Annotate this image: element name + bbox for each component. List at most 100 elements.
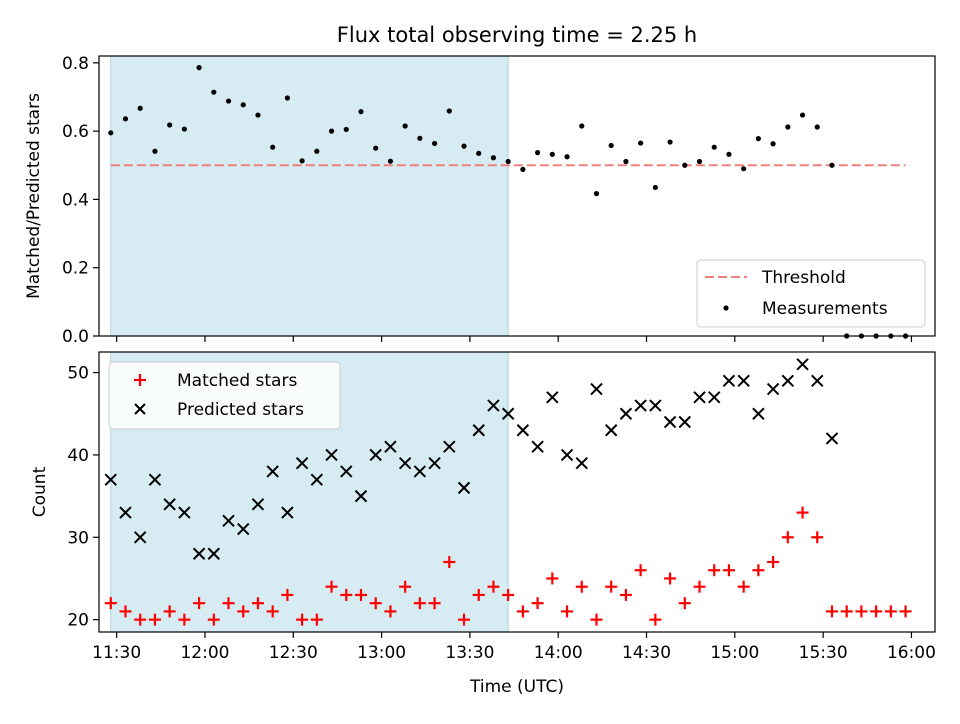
ratio-y-tick-label: 0.2 <box>62 259 89 279</box>
matched-point <box>207 613 220 626</box>
predicted-point-b <box>590 382 603 396</box>
ratio-x-ticks <box>116 336 913 342</box>
predicted-point <box>531 440 544 453</box>
matched-point <box>310 613 323 626</box>
matched-point <box>825 605 838 618</box>
matched-point <box>546 572 559 585</box>
predicted-point-b <box>516 424 530 437</box>
predicted-point <box>148 473 162 486</box>
matched-point <box>737 580 750 593</box>
matched-point <box>472 588 485 601</box>
ratio-panel: 0.00.20.40.60.8 Matched/Predicted stars … <box>24 54 936 347</box>
predicted-point-b <box>222 514 235 528</box>
measurement-point <box>255 112 261 118</box>
predicted-point-b <box>604 424 618 437</box>
measurement-point <box>682 162 688 168</box>
predicted-point <box>487 399 500 412</box>
predicted-point-b <box>766 382 780 396</box>
predicted-point <box>590 382 603 396</box>
predicted-point <box>428 456 441 470</box>
measurement-point <box>417 135 423 141</box>
predicted-point-b <box>251 498 265 511</box>
measurement-point <box>373 145 379 151</box>
predicted-point-b <box>428 456 441 470</box>
matched-point <box>119 605 132 618</box>
predicted-legend-swatch <box>134 403 146 415</box>
matched-legend-label: Matched stars <box>177 371 297 391</box>
threshold-legend-label: Threshold <box>761 268 846 288</box>
predicted-point <box>546 391 559 404</box>
measurement-point <box>211 89 217 95</box>
predicted-point-b <box>325 448 338 462</box>
matched-point <box>163 605 176 618</box>
predicted-legend-label: Predicted stars <box>177 400 304 420</box>
measurement-point <box>240 102 246 108</box>
measurement-point <box>755 136 761 142</box>
count-legend-box <box>108 361 341 430</box>
count-y-tick-label: 20 <box>67 611 89 631</box>
matched-point <box>516 605 529 618</box>
predicted-point-b <box>354 489 368 503</box>
x-tick-label: 13:30 <box>445 643 494 663</box>
matched-point <box>487 580 500 593</box>
measurement-point <box>490 155 497 161</box>
matched-point <box>649 613 662 626</box>
measurement-point <box>814 124 820 130</box>
measurement-point <box>328 128 335 134</box>
matched-point <box>605 580 618 593</box>
matched-point <box>354 588 367 601</box>
matched-point <box>884 605 897 618</box>
matched-point <box>722 564 735 577</box>
predicted-point-b <box>501 407 515 420</box>
measurement-point <box>564 154 570 160</box>
predicted-point <box>766 382 780 396</box>
measurement-point <box>137 105 143 111</box>
predicted-point-b <box>134 531 147 544</box>
predicted-point-b <box>266 465 279 478</box>
measurement-point <box>225 98 232 104</box>
measurement-point <box>402 123 408 129</box>
matched-point <box>678 597 691 610</box>
predicted-point <box>340 465 353 478</box>
predicted-point-b <box>443 440 456 453</box>
predicted-point <box>737 374 750 388</box>
measurements-legend-swatch <box>723 305 729 311</box>
ratio-y-tick-label: 0.4 <box>62 190 89 210</box>
predicted-point <box>678 415 691 429</box>
predicted-point <box>604 424 618 437</box>
predicted-point <box>649 399 662 412</box>
measurement-point <box>461 143 467 149</box>
predicted-point-b <box>634 399 647 412</box>
matched-point <box>193 597 206 610</box>
predicted-point-b <box>811 374 824 388</box>
matched-point <box>428 597 441 610</box>
matched-point <box>281 588 294 601</box>
x-tick-label: 11:30 <box>92 643 141 663</box>
measurement-point <box>711 144 717 150</box>
matched-point <box>561 605 574 618</box>
predicted-point <box>516 424 530 437</box>
predicted-point-b <box>796 358 809 371</box>
matched-point <box>340 588 353 601</box>
ratio-y-axis: 0.0 0.2 0.4 0.6 0.8 <box>62 54 99 347</box>
measurement-point <box>623 158 629 165</box>
matched-point <box>664 572 677 585</box>
matched-point <box>531 597 544 610</box>
predicted-point <box>354 489 368 503</box>
ratio-y-tick-label: 0.8 <box>62 54 89 74</box>
measurement-point <box>167 122 173 128</box>
measurement-point <box>446 108 452 114</box>
predicted-point <box>708 391 721 404</box>
measurement-point <box>299 158 305 164</box>
predicted-point-b <box>207 547 221 560</box>
measurement-point <box>535 150 541 156</box>
count-legend: Matched stars Predicted stars <box>108 361 341 430</box>
predicted-point-b <box>178 506 191 519</box>
ratio-legend: Threshold Measurements <box>696 259 926 328</box>
measurement-point <box>181 126 187 132</box>
predicted-point <box>295 456 309 470</box>
matched-point <box>325 580 338 593</box>
x-tick-label: 15:00 <box>710 643 759 663</box>
measurement-point <box>431 140 438 147</box>
matched-point <box>104 597 117 610</box>
